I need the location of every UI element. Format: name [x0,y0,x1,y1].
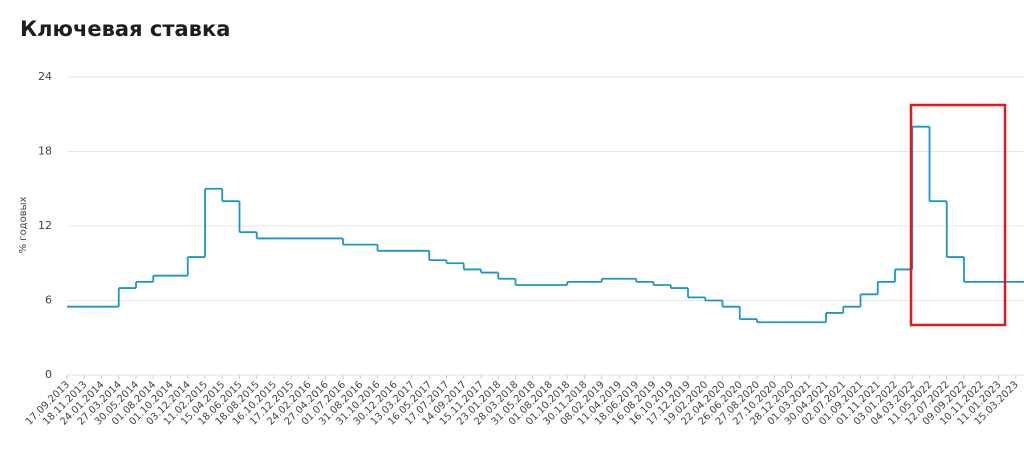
highlight-box [909,103,1007,327]
y-tick-label: 24 [38,70,52,83]
y-tick-label: 0 [45,368,52,381]
y-axis-label: % годовых [18,197,29,254]
chart-title: Ключевая ставка [20,17,230,41]
y-tick-label: 6 [45,294,52,307]
y-tick-label: 12 [38,219,52,232]
y-tick-label: 18 [38,145,52,158]
